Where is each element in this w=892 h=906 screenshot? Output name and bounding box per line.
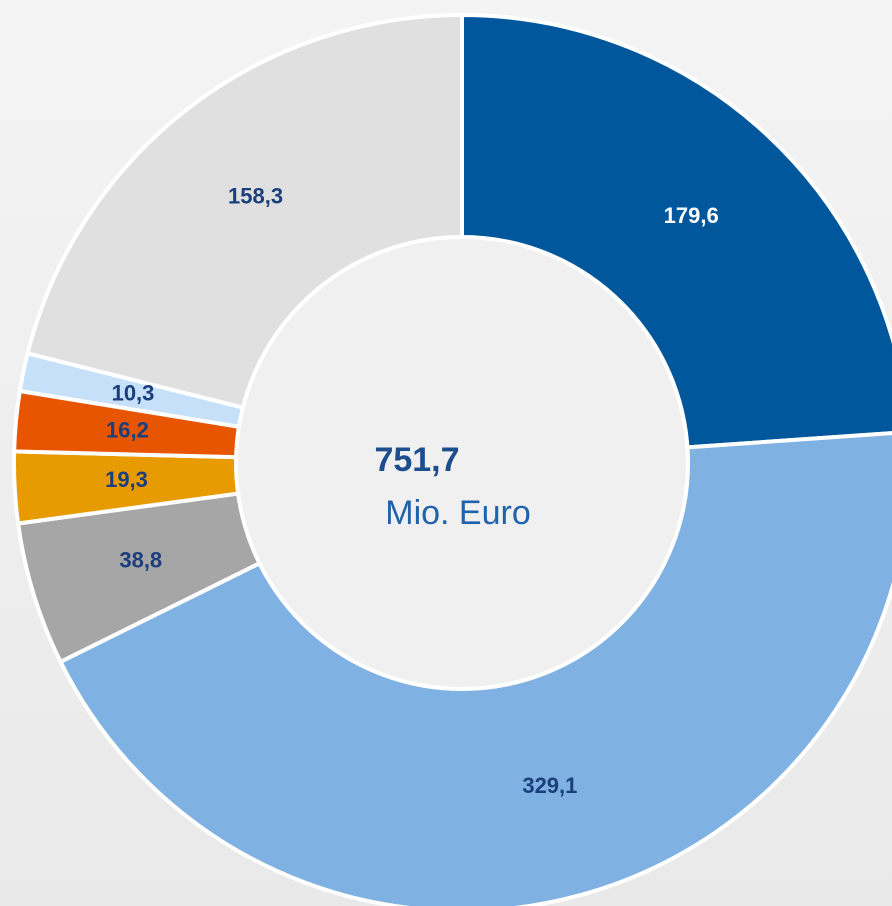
value-label: 19,3: [105, 467, 148, 492]
center-total: 751,7: [374, 441, 459, 479]
value-label: 38,8: [119, 547, 162, 572]
value-label: 10,3: [112, 381, 155, 406]
labels: 179,6 329,1 38,8 19,3 16,2 10,3 158,3: [105, 184, 719, 798]
value-label: 329,1: [522, 773, 577, 798]
value-label: 16,2: [106, 417, 149, 442]
value-label: 179,6: [664, 203, 719, 228]
value-label: 158,3: [228, 184, 283, 209]
center-hole: [234, 235, 690, 691]
center-unit: Mio. Euro: [385, 494, 531, 532]
